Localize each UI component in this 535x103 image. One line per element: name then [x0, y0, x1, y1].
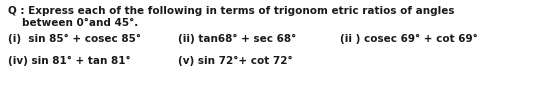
Text: (i)  sin 85° + cosec 85°: (i) sin 85° + cosec 85°	[8, 34, 141, 44]
Text: (ii ) cosec 69° + cot 69°: (ii ) cosec 69° + cot 69°	[340, 34, 478, 44]
Text: Q : Express each of the following in terms of trigonom etric ratios of angles: Q : Express each of the following in ter…	[8, 6, 455, 16]
Text: between 0°and 45°.: between 0°and 45°.	[22, 18, 138, 28]
Text: (iv) sin 81° + tan 81°: (iv) sin 81° + tan 81°	[8, 56, 131, 66]
Text: (v) sin 72°+ cot 72°: (v) sin 72°+ cot 72°	[178, 56, 293, 66]
Text: (ii) tan68° + sec 68°: (ii) tan68° + sec 68°	[178, 34, 296, 44]
